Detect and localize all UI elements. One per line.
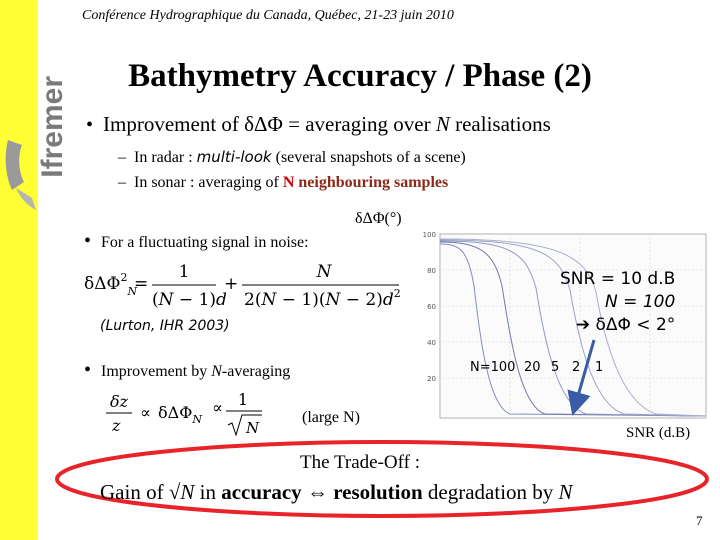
svg-text:N: N <box>316 262 333 282</box>
bullet-n-averaging: • Improvement by N-averaging <box>84 359 290 382</box>
radar-prefix: In radar : <box>134 149 197 166</box>
tradeoff-statement: Gain of √N in accuracy ⇔ resolution degr… <box>100 480 573 505</box>
svg-text:∝: ∝ <box>212 398 223 417</box>
chart-x-label: SNR (d.B) <box>626 425 691 441</box>
svg-text:δΔΦN: δΔΦN <box>158 403 202 426</box>
tradeoff-prefix: Gain of <box>100 480 169 504</box>
curve-label-n1: 1 <box>595 360 604 375</box>
phase-chart: 100 80 60 40 20 <box>410 226 710 431</box>
tradeoff-ellipse <box>55 440 709 518</box>
curve-label-n5: 5 <box>551 360 560 375</box>
radar-suffix: (several snapshots of a scene) <box>271 149 466 166</box>
slide-title: Bathymetry Accuracy / Phase (2) <box>128 58 592 94</box>
tradeoff-suffix: degradation by <box>422 480 559 504</box>
page-number: 7 <box>696 513 703 528</box>
delta-phi-symbol: δΔΦ <box>244 112 283 136</box>
tradeoff-title: The Trade-Off : <box>300 452 420 473</box>
ytick: 40 <box>427 339 436 347</box>
sidebar-band <box>0 0 38 540</box>
chart-y-label: δΔΦ(°) <box>355 210 402 227</box>
dash: – <box>118 149 126 166</box>
curve-n1 <box>439 238 707 417</box>
curve-label-n20: 20 <box>524 360 541 375</box>
bullet-dot: • <box>84 359 92 381</box>
sonar-prefix: In sonar : averaging of <box>134 174 283 191</box>
sub-bullet-radar: – In radar : multi-look (several snapsho… <box>118 148 466 167</box>
sub-bullet-sonar: – In sonar : averaging of N neighbouring… <box>118 174 448 192</box>
resolution-word: resolution <box>333 480 423 504</box>
svg-text:z: z <box>111 416 121 435</box>
bullet1-suffix: realisations <box>449 112 551 136</box>
bullet-dot: • <box>86 114 94 136</box>
dash: – <box>118 174 126 191</box>
bullet1-mid: = averaging over <box>282 112 436 136</box>
bullet3-n: N <box>211 363 222 380</box>
ytick: 60 <box>427 303 436 311</box>
snr-annotation: SNR = 10 d.B N = 100 ➔ δΔΦ < 2° <box>560 268 675 337</box>
svg-text:1: 1 <box>179 262 190 282</box>
curve-n2 <box>439 239 707 417</box>
svg-text:+: + <box>224 274 238 294</box>
logo-lettering: Ifremer <box>36 76 68 178</box>
svg-text:1: 1 <box>238 390 248 409</box>
conference-header: Conférence Hydrographique du Canada, Qué… <box>82 8 454 23</box>
sonar-n: N <box>282 174 295 191</box>
bullet3-suffix: -averaging <box>221 363 291 380</box>
svg-text:2(N − 1)(N − 2)d2: 2(N − 1)(N − 2)d2 <box>244 287 401 310</box>
curve-n20 <box>439 241 707 417</box>
bullet2-text: For a fluctuating signal in noise: <box>101 234 309 251</box>
svg-text:(N − 1)d: (N − 1)d <box>152 290 227 310</box>
bullet-dot: • <box>84 230 92 252</box>
snr-value: SNR = 10 d.B <box>560 269 676 289</box>
sqrt-symbol: √ <box>168 480 181 504</box>
curve-label-n100: N=100 <box>470 360 516 375</box>
svg-text:∝: ∝ <box>140 403 151 422</box>
bullet-fluctuating: • For a fluctuating signal in noise: <box>84 230 309 253</box>
arrow-icon <box>567 339 596 416</box>
ifremer-logo: Ifremer <box>2 70 69 240</box>
neighbouring-samples: neighbouring samples <box>294 174 449 191</box>
ytick: 100 <box>423 231 436 239</box>
tradeoff-n2: N <box>558 480 573 504</box>
bullet-improvement: • Improvement of δΔΦ = averaging over N r… <box>86 112 551 137</box>
bullet1-prefix: Improvement of <box>103 112 245 136</box>
curve-n100 <box>439 243 707 417</box>
proportionality-formula: δz z ∝ δΔΦN ∝ 1 N <box>100 385 270 450</box>
bullet3-prefix: Improvement by <box>101 363 212 380</box>
double-arrow-icon: ⇔ <box>301 480 334 504</box>
result-value: ➔ δΔΦ < 2° <box>575 315 676 335</box>
large-n-note: (large N) <box>302 409 360 426</box>
n-value: N = 100 <box>605 292 676 312</box>
curve-label-n2: 2 <box>572 360 581 375</box>
bullet1-n: N <box>435 112 450 136</box>
tradeoff-n: N <box>180 480 195 504</box>
accuracy-word: accuracy <box>221 480 302 504</box>
svg-text:=: = <box>134 274 148 294</box>
ytick: 20 <box>427 375 436 383</box>
reference-citation: (Lurton, IHR 2003) <box>100 318 230 334</box>
tradeoff-mid: in <box>194 480 222 504</box>
multi-look: multi-look <box>196 148 272 166</box>
svg-text:N: N <box>245 419 260 437</box>
svg-text:δz: δz <box>110 392 129 411</box>
plot-area <box>439 233 707 419</box>
ytick: 80 <box>427 267 436 275</box>
variance-formula: δΔΦ2N = 1 (N − 1)d + N 2(N − 1)(N − 2)d2 <box>84 255 404 320</box>
